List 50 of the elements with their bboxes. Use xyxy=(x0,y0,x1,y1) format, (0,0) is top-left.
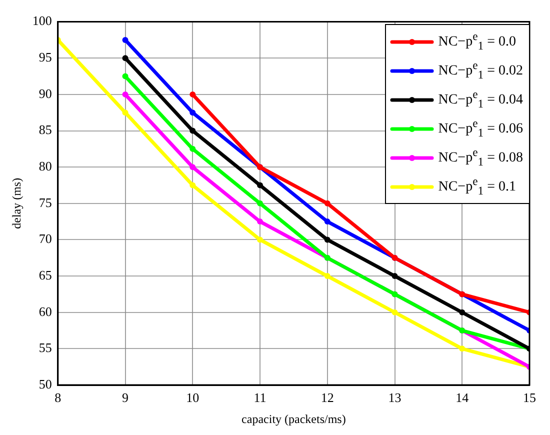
point xyxy=(190,164,196,170)
point xyxy=(122,55,128,62)
x-tick-label: 15 xyxy=(523,390,536,406)
point xyxy=(190,110,196,116)
legend-label: NC−p$^{e}$$_{1}$ = 0.0 xyxy=(438,30,516,53)
x-tick-label: 10 xyxy=(186,390,200,406)
legend-label: NC−p$^{e}$$_{1}$ = 0.02 xyxy=(438,59,523,82)
point xyxy=(190,182,196,188)
point xyxy=(324,273,330,280)
point xyxy=(257,200,264,206)
x-tick-label: 13 xyxy=(388,390,402,406)
y-tick-label: 70 xyxy=(38,231,52,246)
legend-label: NC−p$^{e}$$_{1}$ = 0.08 xyxy=(438,146,523,169)
x-tick-label: 11 xyxy=(254,390,266,406)
point xyxy=(122,91,128,98)
point xyxy=(459,346,466,352)
x-axis-title: capacity (packets/ms) xyxy=(242,412,346,426)
y-tick-label: 95 xyxy=(38,50,52,65)
point xyxy=(392,309,398,316)
point xyxy=(324,236,330,243)
point xyxy=(257,218,264,225)
y-tick-label: 60 xyxy=(38,304,52,319)
legend-label: NC−p$^{e}$$_{1}$ = 0.06 xyxy=(438,117,523,140)
y-tick-label: 80 xyxy=(38,158,52,174)
point xyxy=(122,36,128,43)
y-tick-label: 100 xyxy=(32,13,52,28)
legend-label: NC−p$^{e}$$_{1}$ = 0.04 xyxy=(438,88,523,111)
y-tick-label: 75 xyxy=(38,194,52,210)
point xyxy=(459,309,466,316)
point xyxy=(324,200,330,206)
x-tick-label: 12 xyxy=(320,390,334,406)
y-tick-label: 85 xyxy=(38,122,52,138)
point xyxy=(257,182,264,188)
point xyxy=(392,273,398,280)
point xyxy=(257,236,264,243)
y-tick-label: 50 xyxy=(38,376,52,392)
y-tick-label: 90 xyxy=(38,86,52,101)
y-tick-label: 65 xyxy=(38,267,52,282)
x-tick-label: 8 xyxy=(54,390,62,406)
x-tick-label: 9 xyxy=(122,390,129,406)
point xyxy=(122,110,128,116)
y-axis-title: delay (ms) xyxy=(9,178,24,229)
x-tick-label: 14 xyxy=(456,390,470,406)
point xyxy=(190,146,196,152)
point xyxy=(190,91,196,98)
legend-label: NC−p$^{e}$$_{1}$ = 0.1 xyxy=(438,175,516,198)
y-tick-label: 55 xyxy=(38,340,52,356)
point xyxy=(122,73,128,80)
point xyxy=(190,128,196,134)
point xyxy=(324,218,330,225)
